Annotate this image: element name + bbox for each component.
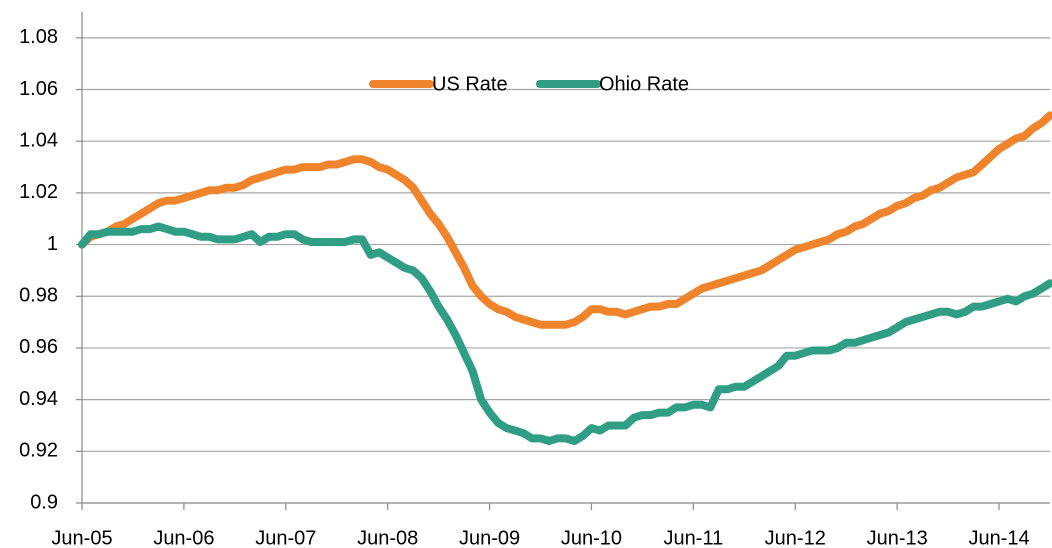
y-tick-label: 0.92 [19, 440, 58, 462]
y-tick-label: 0.98 [19, 285, 58, 307]
legend-label: Ohio Rate [599, 73, 689, 95]
line-series [78, 222, 1052, 445]
y-tick-label: 0.94 [19, 388, 58, 410]
y-tick-label: 1.08 [19, 26, 58, 48]
x-tick-label: Jun-10 [561, 527, 622, 548]
x-tick-label: Jun-12 [765, 527, 826, 548]
line-series [78, 111, 1052, 329]
x-tick-label: Jun-06 [153, 527, 214, 548]
x-tick-label: Jun-05 [51, 527, 112, 548]
y-tick-label: 1.04 [19, 129, 58, 151]
x-tick-label: Jun-07 [255, 527, 316, 548]
y-tick-label: 1.02 [19, 181, 58, 203]
y-tick-label: 0.9 [30, 491, 58, 513]
legend-label: US Rate [432, 73, 508, 95]
y-tick-label: 0.96 [19, 336, 58, 358]
x-tick-label: Jun-11 [664, 527, 724, 548]
x-tick-label: Jun-14 [968, 527, 1029, 548]
x-tick-label: Jun-08 [357, 527, 418, 548]
x-tick-label: Jun-09 [459, 527, 520, 548]
y-tick-label: 1.06 [19, 78, 58, 100]
x-tick-label: Jun-13 [867, 527, 928, 548]
y-tick-label: 1 [47, 233, 58, 255]
